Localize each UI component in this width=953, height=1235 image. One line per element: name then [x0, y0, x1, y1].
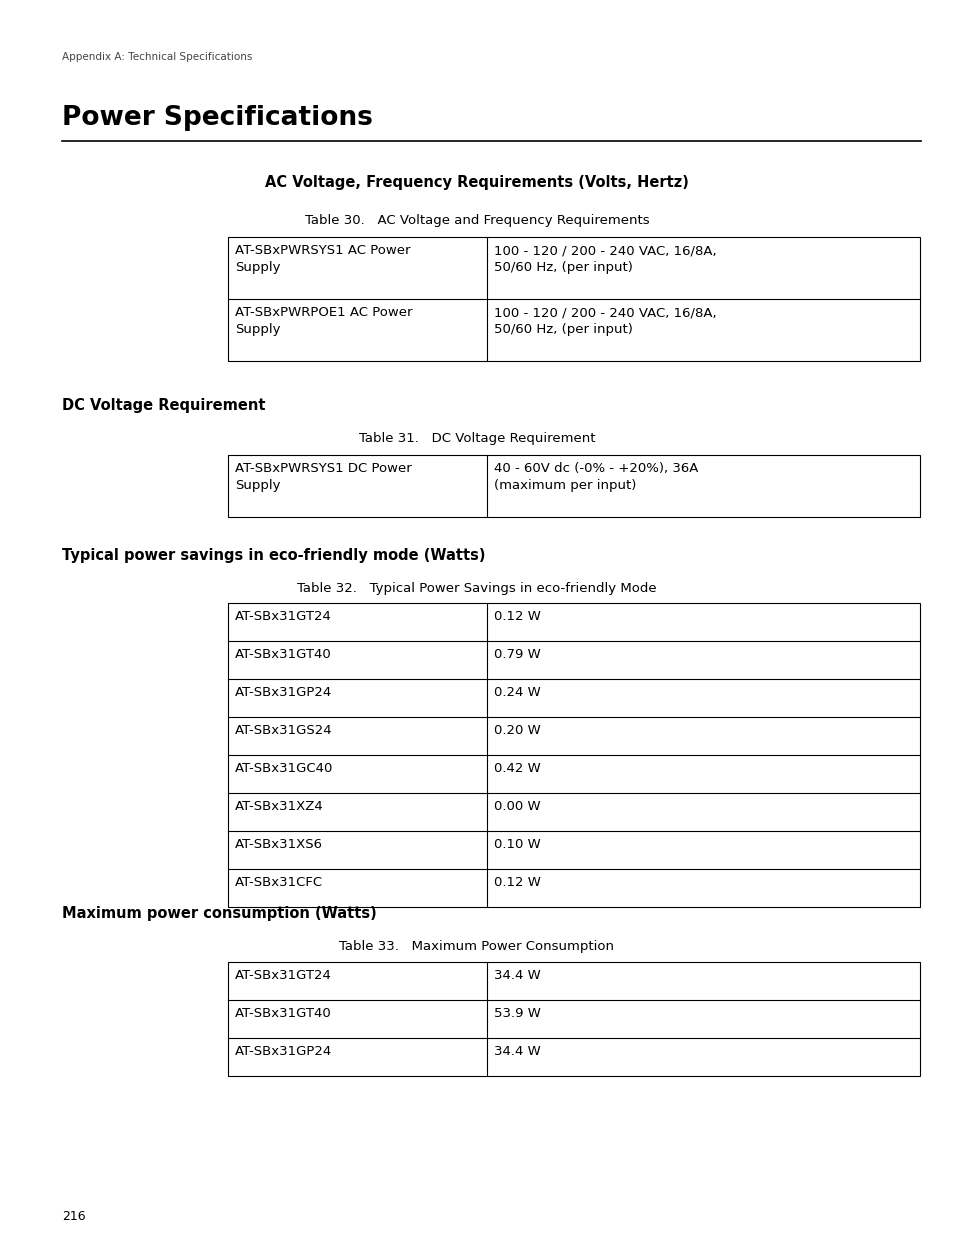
Text: 0.24 W: 0.24 W — [494, 685, 540, 699]
Text: AT-SBxPWRSYS1 AC Power
Supply: AT-SBxPWRSYS1 AC Power Supply — [234, 245, 410, 273]
Text: 216: 216 — [62, 1210, 86, 1223]
Bar — [228, 237, 919, 361]
Text: 0.12 W: 0.12 W — [494, 610, 540, 622]
Text: Table 33.   Maximum Power Consumption: Table 33. Maximum Power Consumption — [339, 940, 614, 953]
Bar — [228, 454, 919, 517]
Text: 100 - 120 / 200 - 240 VAC, 16/8A,
50/60 Hz, (per input): 100 - 120 / 200 - 240 VAC, 16/8A, 50/60 … — [494, 245, 717, 273]
Text: AT-SBx31GP24: AT-SBx31GP24 — [234, 1045, 332, 1058]
Text: Table 30.   AC Voltage and Frequency Requirements: Table 30. AC Voltage and Frequency Requi… — [304, 214, 649, 227]
Text: Maximum power consumption (Watts): Maximum power consumption (Watts) — [62, 906, 376, 921]
Text: 0.79 W: 0.79 W — [494, 648, 540, 661]
Text: 0.10 W: 0.10 W — [494, 839, 540, 851]
Text: Table 32.   Typical Power Savings in eco-friendly Mode: Table 32. Typical Power Savings in eco-f… — [297, 582, 656, 595]
Text: 0.20 W: 0.20 W — [494, 724, 540, 737]
Text: AT-SBx31GP24: AT-SBx31GP24 — [234, 685, 332, 699]
Text: AC Voltage, Frequency Requirements (Volts, Hertz): AC Voltage, Frequency Requirements (Volt… — [265, 175, 688, 190]
Text: 40 - 60V dc (-0% - +20%), 36A
(maximum per input): 40 - 60V dc (-0% - +20%), 36A (maximum p… — [494, 462, 699, 492]
Text: AT-SBx31GS24: AT-SBx31GS24 — [234, 724, 333, 737]
Text: Power Specifications: Power Specifications — [62, 105, 373, 131]
Text: AT-SBx31GT40: AT-SBx31GT40 — [234, 648, 332, 661]
Text: AT-SBx31GC40: AT-SBx31GC40 — [234, 762, 333, 776]
Text: 53.9 W: 53.9 W — [494, 1007, 540, 1020]
Text: AT-SBx31XS6: AT-SBx31XS6 — [234, 839, 323, 851]
Text: AT-SBx31GT40: AT-SBx31GT40 — [234, 1007, 332, 1020]
Text: AT-SBx31GT24: AT-SBx31GT24 — [234, 610, 332, 622]
Text: 100 - 120 / 200 - 240 VAC, 16/8A,
50/60 Hz, (per input): 100 - 120 / 200 - 240 VAC, 16/8A, 50/60 … — [494, 306, 717, 336]
Text: AT-SBx31XZ4: AT-SBx31XZ4 — [234, 800, 323, 813]
Bar — [228, 962, 919, 1076]
Text: AT-SBxPWRPOE1 AC Power
Supply: AT-SBxPWRPOE1 AC Power Supply — [234, 306, 412, 336]
Text: AT-SBx31CFC: AT-SBx31CFC — [234, 876, 323, 889]
Text: 0.00 W: 0.00 W — [494, 800, 540, 813]
Text: DC Voltage Requirement: DC Voltage Requirement — [62, 398, 265, 412]
Text: 34.4 W: 34.4 W — [494, 969, 540, 982]
Text: 0.12 W: 0.12 W — [494, 876, 540, 889]
Text: 34.4 W: 34.4 W — [494, 1045, 540, 1058]
Text: Table 31.   DC Voltage Requirement: Table 31. DC Voltage Requirement — [358, 432, 595, 445]
Bar — [228, 603, 919, 906]
Text: AT-SBxPWRSYS1 DC Power
Supply: AT-SBxPWRSYS1 DC Power Supply — [234, 462, 412, 492]
Text: Typical power savings in eco-friendly mode (Watts): Typical power savings in eco-friendly mo… — [62, 548, 485, 563]
Text: Appendix A: Technical Specifications: Appendix A: Technical Specifications — [62, 52, 253, 62]
Text: 0.42 W: 0.42 W — [494, 762, 540, 776]
Text: AT-SBx31GT24: AT-SBx31GT24 — [234, 969, 332, 982]
